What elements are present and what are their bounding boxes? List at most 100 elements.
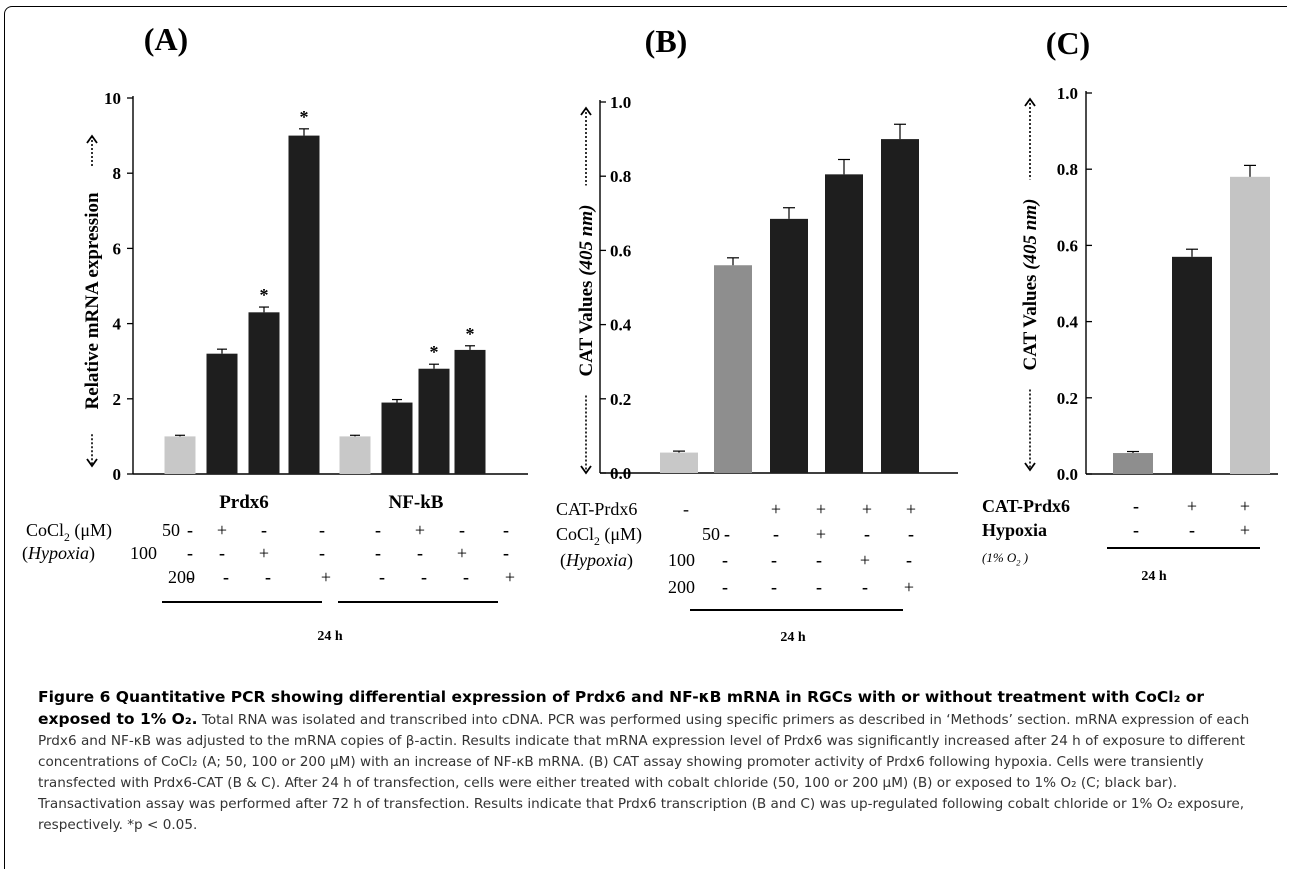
panel-a-y-tick-label: 6 [113,239,122,258]
panel-c-time-label: 24 h [1141,569,1167,584]
panel-a-y-axis-arrow-down [86,458,98,468]
panel-b-condition-mark: - [773,524,779,544]
panel-c-y-tick-label: 0.6 [1057,236,1078,255]
panel-c-hypoxia-mark: + [1240,520,1250,540]
panel-b-cat-prdx6-mark: + [906,499,916,519]
panel-a-condition-mark: - [219,543,225,563]
panel-c-y-axis-label: CAT Values (405 nm) [1020,199,1041,371]
panel-a-condition-mark: - [261,520,267,540]
panel-a-group-label: NF-kB [389,492,444,513]
panel-b-condition-mark: - [908,524,914,544]
figure-caption: Figure 6 Quantitative PCR showing differ… [38,687,1278,836]
panel-c-y-tick-label: 0.4 [1057,313,1079,332]
panel-a-condition-mark: - [421,567,427,587]
panel-b-bar [825,174,863,473]
panel-a-bar [381,402,413,474]
panel-b-y-tick-label: 0.8 [610,167,631,186]
panel-b-y-axis-arrow-up [580,106,592,116]
panel-a-condition-mark: - [265,567,271,587]
panel-a-bar [206,353,238,474]
panel-c-cat-prdx6-mark: + [1187,496,1197,516]
panel-b-hypoxia-label: (Hypoxia) [560,550,633,571]
panel-a-condition-mark: + [415,520,425,540]
panel-a-condition-mark: - [379,567,385,587]
panel-b-y-tick-label: 0.4 [610,316,632,335]
panel-a-bar [339,436,371,474]
panel-b-bar [770,218,808,473]
panel-b-dose-label: 50 [702,524,720,544]
panel-b-cat-prdx6-mark: + [816,499,826,519]
panel-a-condition-mark: + [505,567,515,587]
panel-a-group-label: Prdx6 [219,492,269,513]
panel-c-title: (C) [1046,25,1090,61]
figure-chart-svg: (A) 0 2 4 6 8 10 Relative mRNA expression * * * * Pr… [22,21,1278,645]
panel-c-y-tick-label: 1.0 [1057,84,1078,103]
panel-c-y-tick-label: 0.0 [1057,465,1078,484]
panel-c-cat-prdx6-mark: + [1240,496,1250,516]
panel-b-condition-mark: + [904,577,914,597]
panel-b-bar [881,139,919,473]
panel-b-title: (B) [645,23,688,59]
panel-c-hypoxia-mark: - [1189,520,1195,540]
figure-frame [4,6,1287,869]
panel-b-y-tick-label: 0.0 [610,464,631,483]
panel-c-y-axis-arrow-up [1024,97,1036,107]
panel-a-condition-mark: - [375,543,381,563]
panel-a-condition-mark: - [187,543,193,563]
panel-c-bar [1113,453,1153,474]
panel-b-cat-prdx6-mark: - [683,499,689,519]
panel-b-y-tick-label: 0.6 [610,241,631,260]
panel-b-y-tick-label: 1.0 [610,93,631,112]
panel-a-condition-mark: - [503,520,509,540]
panel-c-y-axis-arrow-down [1024,462,1036,472]
panel-c-cat-prdx6-label: CAT-Prdx6 [982,496,1070,516]
panel-b-condition-mark: - [722,577,728,597]
panel-c-oxygen-label: (1% O2 ) [982,550,1028,568]
panel-c-cat-prdx6-mark: - [1133,496,1139,516]
panel-b-time-label: 24 h [780,630,806,645]
panel-a-y-tick-label: 0 [113,465,122,484]
panel-a-condition-mark: - [223,567,229,587]
panel-a-y-tick-label: 2 [113,390,122,409]
panel-a-condition-mark: + [321,567,331,587]
panel-b-y-axis-label: CAT Values (405 nm) [576,205,597,377]
panel-a-dose-label: 100 [130,543,157,563]
panel-b-condition-mark: - [816,550,822,570]
panel-a-title: (A) [144,21,188,57]
panel-b-condition-mark: + [816,524,826,544]
panel-a-time-label: 24 h [317,629,343,644]
panel-a-condition-mark: - [187,520,193,540]
panel-b-cat-prdx6-mark: + [862,499,872,519]
panel-b-condition-mark: - [816,577,822,597]
panel-c-y-tick-label: 0.2 [1057,389,1078,408]
panel-b-condition-mark: - [724,524,730,544]
panel-a-cocl2-label: CoCl2 (μM) [26,520,112,544]
panel-a-hypoxia-label: (Hypoxia) [22,543,95,564]
panel-b-condition-mark: - [771,577,777,597]
panel-a-y-axis-label: Relative mRNA expression [82,192,103,410]
panel-a-bar [164,436,196,474]
panel-a-condition-mark: - [417,543,423,563]
panel-b-condition-mark: - [906,550,912,570]
panel-b-cat-prdx6-mark: + [771,499,781,519]
panel-a-bar [288,135,320,474]
panel-b-bar [714,265,752,473]
panel-b-y-tick-label: 0.2 [610,390,631,409]
panel-b-dose-label: 200 [668,577,695,597]
panel-a-y-tick-label: 8 [113,164,122,183]
panel-b-y-axis-arrow-down [580,465,592,475]
panel-a-condition-mark: - [503,543,509,563]
panel-a-condition-mark: + [457,543,467,563]
panel-a-y-tick-label: 4 [113,315,122,334]
panel-b-condition-mark: + [860,550,870,570]
panel-a-condition-mark: - [459,520,465,540]
panel-a-significance-star: * [260,285,269,305]
panel-b-dose-label: 100 [668,550,695,570]
panel-a-dose-label: 200 [168,567,195,587]
panel-b-condition-mark: - [771,550,777,570]
panel-b-condition-mark: - [722,550,728,570]
panel-c-hypoxia-label: Hypoxia [982,520,1047,540]
panel-a-significance-star: * [466,324,475,344]
panel-c-bar [1230,176,1270,474]
